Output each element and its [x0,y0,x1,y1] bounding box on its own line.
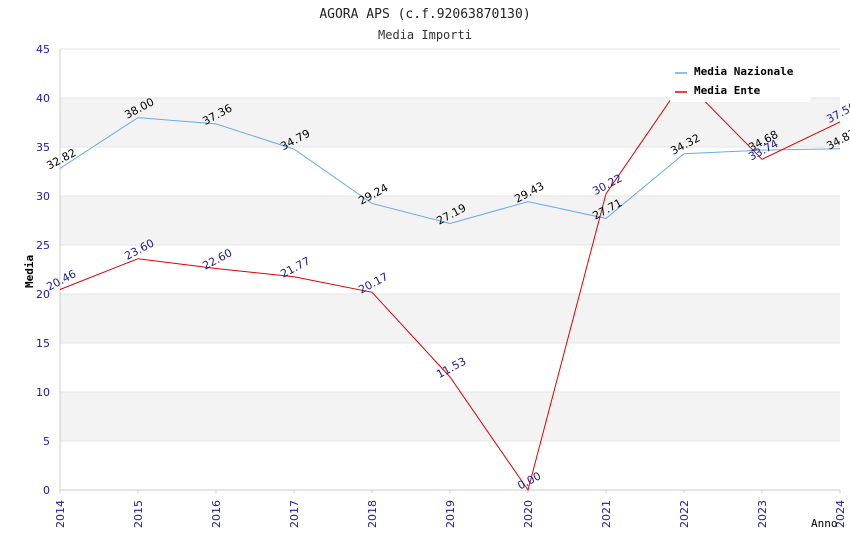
y-tick-label: 30 [36,190,50,203]
y-axis-ticks: 0 5 10 15 20 25 30 35 40 45 [36,43,50,497]
legend-label-media-nazionale: Media Nazionale [694,65,794,78]
series-line-media-ente [59,79,841,492]
x-tick-label: 2019 [444,500,457,528]
x-tick-label: 2017 [288,500,301,528]
legend: Media Nazionale Media Ente [670,58,810,102]
y-axis-label: Media [23,255,36,288]
x-tick-label: 2015 [132,500,145,528]
data-label: 20.46 [44,267,78,293]
y-tick-label: 25 [36,239,50,252]
chart-subtitle: Media Importi [378,28,472,42]
chart-title: AGORA APS (c.f.92063870130) [319,7,530,22]
series-lines [59,79,841,492]
y-tick-label: 15 [36,337,50,350]
legend-label-media-ente: Media Ente [694,84,761,97]
y-tick-label: 20 [36,288,50,301]
y-tick-label: 5 [43,435,50,448]
x-axis-ticks: 2014 2015 2016 2017 2018 2019 2020 2021 2022 2023… [54,490,847,528]
grid-band [60,294,840,343]
grid-band [60,392,840,441]
x-axis-label: Anno [811,517,838,530]
x-tick-label: 2014 [54,500,67,528]
x-tick-label: 2020 [522,500,535,528]
x-tick-label: 2018 [366,500,379,528]
grid-band [60,196,840,245]
data-label: 11.53 [434,355,468,381]
y-tick-label: 40 [36,92,50,105]
data-label: 0.00 [515,469,543,492]
gridlines [60,48,840,491]
x-tick-label: 2023 [756,500,769,528]
grid-band [60,98,840,147]
x-tick-label: 2022 [678,500,691,528]
y-tick-label: 10 [36,386,50,399]
data-label: 20.17 [356,270,390,296]
y-tick-label: 35 [36,141,50,154]
data-label: 30.22 [590,172,624,198]
grid-bands [60,98,840,441]
x-tick-label: 2024 [834,500,847,528]
x-tick-label: 2016 [210,500,223,528]
series-line-media-nazionale [59,117,841,225]
y-tick-label: 0 [43,484,50,497]
y-tick-label: 45 [36,43,50,56]
x-tick-label: 2021 [600,500,613,528]
